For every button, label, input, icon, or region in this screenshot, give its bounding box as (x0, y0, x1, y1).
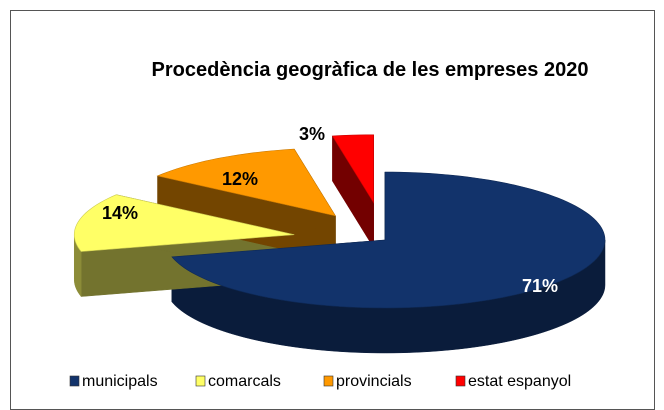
legend: municipals comarcals provincials estat espa… (69, 373, 571, 390)
pie-slice (171, 171, 606, 309)
pie-tops (73, 134, 606, 309)
data-label: 3% (299, 124, 325, 144)
data-label: 71% (522, 276, 558, 296)
data-labels: 71% 14% 12% 3% (102, 124, 558, 296)
legend-swatch (195, 375, 206, 387)
legend-swatch (69, 375, 80, 387)
legend-label: estat espanyol (468, 373, 571, 390)
data-label: 12% (222, 169, 258, 189)
legend-label: municipals (82, 373, 158, 390)
legend-swatch (323, 375, 334, 387)
legend-label: provincials (336, 373, 412, 390)
pie-slice (73, 194, 295, 252)
legend-label: comarcals (208, 373, 281, 390)
pie-slice (331, 134, 374, 204)
data-label: 14% (102, 203, 138, 223)
legend-swatch (455, 375, 466, 387)
chart-title: Procedència geogràfica de les empreses 2… (152, 59, 589, 81)
pie-slice (156, 148, 337, 217)
